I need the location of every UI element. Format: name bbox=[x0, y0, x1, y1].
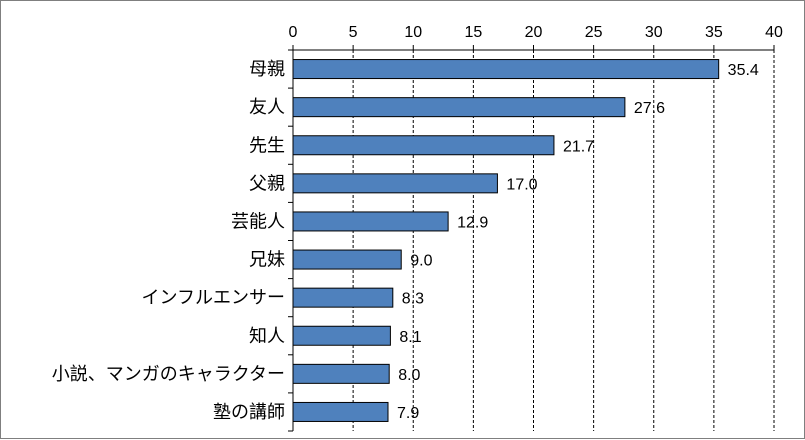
data-label: 17.0 bbox=[506, 176, 537, 193]
data-label: 12.9 bbox=[457, 214, 488, 231]
bar bbox=[292, 59, 720, 80]
x-tick-label: 0 bbox=[289, 24, 298, 41]
category-label: 兄妹 bbox=[249, 250, 285, 271]
category-label: 先生 bbox=[249, 135, 285, 156]
x-tick-label: 25 bbox=[585, 24, 603, 41]
category-label: インフルエンサー bbox=[142, 288, 285, 309]
x-tick-label: 5 bbox=[349, 24, 358, 41]
x-tick-label: 10 bbox=[404, 24, 422, 41]
bar bbox=[292, 287, 394, 308]
bar bbox=[292, 401, 389, 422]
bar bbox=[292, 249, 402, 270]
x-axis-tick-labels: 0 5 10 15 20 25 30 35 40 bbox=[289, 24, 783, 41]
bar bbox=[292, 325, 391, 346]
data-label: 21.7 bbox=[563, 138, 594, 155]
category-label: 友人 bbox=[249, 97, 285, 118]
category-label: 知人 bbox=[249, 326, 285, 347]
x-tick-label: 15 bbox=[464, 24, 482, 41]
category-label: 母親 bbox=[249, 59, 285, 80]
bars bbox=[292, 59, 720, 422]
data-label: 35.4 bbox=[728, 62, 759, 79]
gridlines bbox=[352, 50, 775, 431]
bar bbox=[292, 173, 498, 194]
category-label: 父親 bbox=[249, 173, 285, 194]
data-label: 9.0 bbox=[410, 253, 432, 270]
category-label: 小説、マンガのキャラクター bbox=[52, 364, 285, 385]
x-tick-label: 20 bbox=[525, 24, 543, 41]
bar bbox=[292, 211, 449, 232]
data-label: 8.0 bbox=[398, 367, 420, 384]
x-tick-label: 35 bbox=[705, 24, 723, 41]
data-labels: 35.4 27.6 21.7 17.0 12.9 9.0 8.3 8.1 8.0 7.9 bbox=[397, 62, 759, 422]
bar bbox=[292, 363, 390, 384]
category-label: 芸能人 bbox=[231, 211, 285, 232]
data-label: 27.6 bbox=[634, 100, 665, 117]
data-label: 8.1 bbox=[399, 329, 421, 346]
data-label: 7.9 bbox=[397, 405, 419, 422]
x-tick-label: 30 bbox=[645, 24, 663, 41]
category-label: 塾の講師 bbox=[213, 401, 285, 423]
bar bbox=[292, 97, 626, 118]
x-tick-label: 40 bbox=[765, 24, 783, 41]
bar bbox=[292, 135, 555, 156]
data-label: 8.3 bbox=[402, 291, 424, 308]
